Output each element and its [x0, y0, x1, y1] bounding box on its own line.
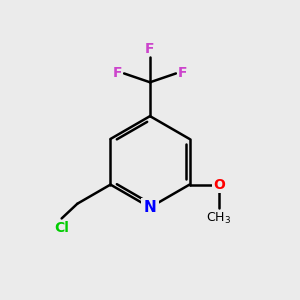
Text: CH$_3$: CH$_3$: [206, 211, 232, 226]
Text: F: F: [145, 42, 155, 56]
Text: Cl: Cl: [54, 221, 69, 236]
Text: F: F: [113, 66, 123, 80]
Text: F: F: [177, 66, 187, 80]
Text: O: O: [213, 178, 225, 192]
Text: N: N: [144, 200, 156, 215]
